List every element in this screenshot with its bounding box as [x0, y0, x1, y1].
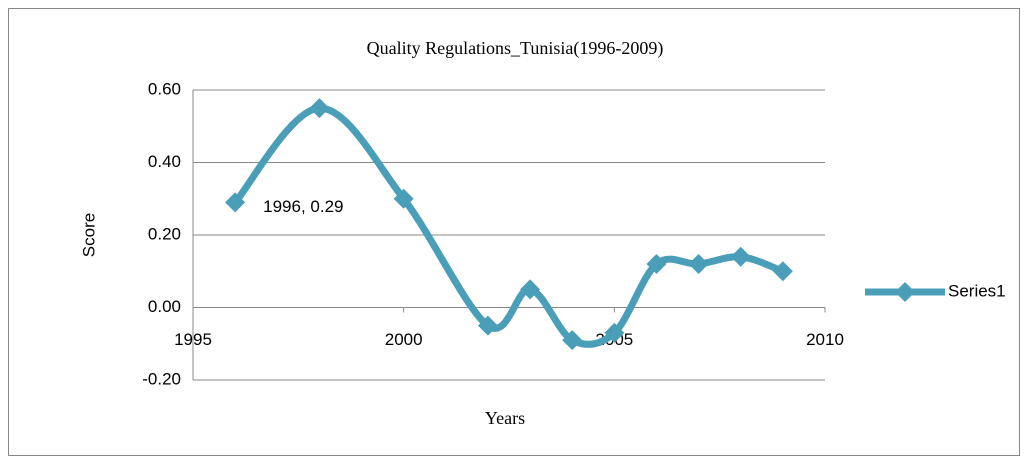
x-tick-label: 2010 [806, 330, 844, 349]
marker [309, 98, 330, 119]
data-label: 1996, 0.29 [263, 197, 343, 216]
marker [646, 254, 667, 274]
y-tick-label: 0.40 [148, 152, 181, 171]
chart-border [8, 8, 1020, 456]
x-tick-label: 1995 [174, 330, 212, 349]
x-axis-label: Years [485, 408, 525, 428]
legend-label: Series1 [948, 281, 1006, 300]
y-tick-label: 0.20 [148, 224, 181, 243]
legend-marker [895, 282, 915, 302]
y-tick-label: 0.60 [148, 79, 181, 98]
marker [730, 246, 751, 267]
marker [477, 315, 498, 336]
x-tick-label: 2000 [385, 330, 423, 349]
marker [604, 322, 625, 343]
chart-title: Quality Regulations_Tunisia(1996-2009) [367, 38, 664, 59]
marker [520, 279, 541, 300]
marker [688, 254, 709, 274]
y-axis-label: Score [79, 213, 98, 257]
marker [562, 330, 583, 351]
y-tick-label: -0.20 [142, 369, 181, 388]
y-tick-label: 0.00 [148, 297, 181, 316]
marker [225, 192, 246, 213]
marker [772, 261, 793, 282]
marker [393, 188, 414, 209]
